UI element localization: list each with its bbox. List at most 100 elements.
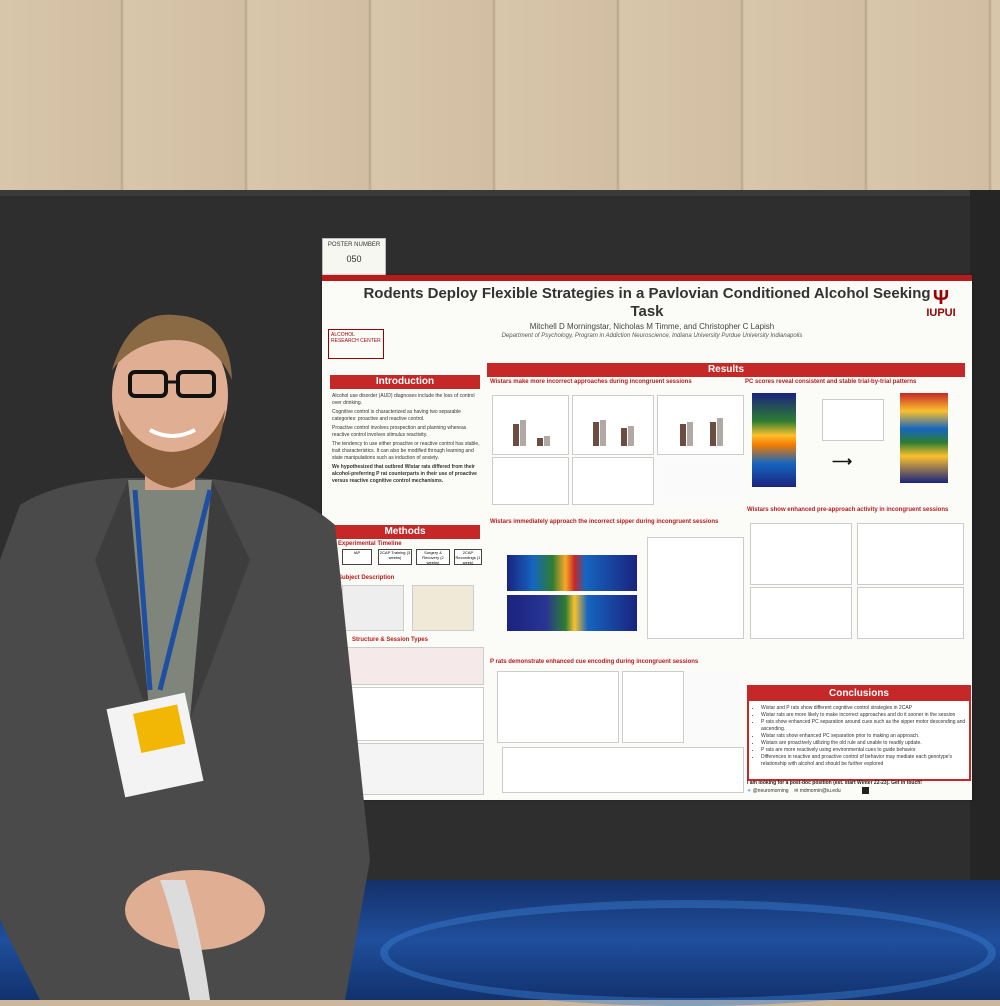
iupui-logo: Ψ IUPUI	[916, 287, 966, 319]
bar-chart-panel	[657, 395, 744, 455]
email-address: mdmornin@iu.edu	[799, 787, 841, 794]
bar-chart-panel	[492, 395, 569, 455]
bar	[600, 420, 606, 446]
methods-subject-label: Subject Description	[338, 575, 395, 581]
methods-timeline-label: Experimental Timeline	[338, 541, 402, 547]
introduction-text: Alcohol use disorder (AUD) diagnoses inc…	[332, 393, 480, 487]
figure-caption	[657, 457, 742, 503]
timeline-step: IAP	[342, 549, 372, 565]
pre-approach-chart	[857, 523, 964, 585]
conclusion-item: Differences in reactive and proactive co…	[761, 754, 969, 768]
bar	[544, 436, 550, 446]
iupui-logo-text: IUPUI	[926, 307, 956, 319]
intro-bullet: Alcohol use disorder (AUD) diagnoses inc…	[332, 393, 475, 406]
poster-board-edge	[970, 190, 1000, 890]
line-chart-panel	[572, 457, 654, 505]
bar	[520, 420, 526, 446]
glasses-left	[128, 370, 168, 398]
methods-structure-label: Structure & Session Types	[352, 637, 428, 643]
hands	[125, 870, 265, 950]
alcohol-research-center-logo: ALCOHOL RESEARCH CENTER	[328, 329, 384, 359]
results-heading: Wistars immediately approach the incorre…	[490, 519, 719, 525]
bar	[537, 438, 543, 446]
pc-distance-heatmap	[900, 393, 948, 483]
conclusions-box: Conclusions Wistar and P rats show diffe…	[747, 685, 971, 781]
poster-title: Rodents Deploy Flexible Strategies in a …	[363, 285, 931, 320]
session-structure-diagram	[342, 647, 484, 685]
poster-number-label: POSTER NUMBER	[327, 242, 381, 248]
rat-illustration	[412, 585, 474, 631]
poster-department: Department of Psychology, Program in Add…	[501, 333, 803, 339]
results-header: Results	[487, 363, 965, 377]
pre-approach-chart	[750, 523, 852, 585]
conclusion-item: P rats show enhanced PC separation aroun…	[761, 719, 969, 733]
subject-diagram	[342, 585, 404, 631]
bar	[593, 422, 599, 446]
bar	[628, 426, 634, 446]
poster-number-value: 050	[346, 254, 362, 264]
methods-header: Methods	[330, 525, 480, 539]
heatmap-incongruent	[507, 595, 637, 631]
session-types-diagram	[342, 687, 484, 741]
results-heading: Wistars show enhanced pre-approach activ…	[747, 507, 949, 513]
approach-likelihood-chart	[647, 537, 744, 639]
timeline-step: Surgery & Recovery (2 weeks)	[416, 549, 450, 565]
intro-bullet: Proactive control involves prospection a…	[332, 425, 467, 438]
conclusion-item: Wistar rats are more likely to make inco…	[761, 712, 969, 719]
bar	[621, 428, 627, 446]
lapel-left	[95, 480, 150, 720]
bar	[717, 418, 723, 446]
bar	[710, 422, 716, 446]
glasses-right	[176, 370, 216, 398]
distance-chart	[750, 587, 852, 639]
results-heading: Wistars make more incorrect approaches d…	[490, 379, 692, 385]
smile	[149, 428, 196, 438]
trace-chart	[502, 747, 744, 793]
poster-authors: Mitchell D Morningstar, Nicholas M Timme…	[529, 322, 775, 331]
head	[112, 323, 228, 467]
bar	[513, 424, 519, 446]
beard	[118, 410, 225, 488]
pca-chart	[622, 671, 684, 743]
lapel-right	[190, 480, 250, 720]
twitter-icon: ✦	[747, 787, 752, 794]
badge-color-stripe	[133, 704, 186, 754]
figure-caption	[687, 671, 742, 741]
trident-icon: Ψ	[932, 287, 950, 309]
timeline-step: 2CAP Training (3 weeks)	[378, 549, 412, 565]
twitter-handle: @neuromorning	[752, 787, 789, 794]
cloth	[160, 880, 210, 1000]
postdoc-notice: I am looking for a post-doc position (es…	[747, 780, 922, 786]
conclusion-item: Wistar rats show enhanced PC separation …	[761, 733, 969, 740]
research-poster: Rodents Deploy Flexible Strategies in a …	[322, 275, 972, 800]
line-chart-panel	[492, 457, 569, 505]
conclusions-list: Wistar and P rats show different cogniti…	[749, 705, 969, 768]
conclusion-item: Wistar and P rats show different cogniti…	[761, 705, 969, 712]
contact-line: ✦ @neuromorning ✉ mdmornin@iu.edu	[747, 787, 967, 794]
pc-score-heatmap	[752, 393, 796, 487]
qr-code-icon	[862, 787, 870, 794]
intro-hypothesis: We hypothesized that outbred Wistar rats…	[332, 464, 477, 484]
hair	[112, 314, 232, 380]
distance-chart	[857, 587, 964, 639]
conclusion-item: Wistars are proactively utilizing the ol…	[761, 740, 969, 747]
conclusions-header: Conclusions	[749, 687, 969, 701]
results-heading: P rats demonstrate enhanced cue encoding…	[490, 659, 699, 665]
email-icon: ✉	[794, 787, 799, 794]
bar-chart-panel	[572, 395, 654, 455]
results-heading: PC scores reveal consistent and stable t…	[745, 379, 917, 385]
cue-encoding-chart	[497, 671, 619, 743]
arrow-icon: ⟶	[832, 453, 853, 469]
carpet-pattern	[380, 900, 996, 1006]
conclusion-item: P rats are more reactively using environ…	[761, 747, 969, 754]
intro-bullet: Cognitive control is characterized as ha…	[332, 409, 461, 422]
heatmap-congruent	[507, 555, 637, 591]
poster-top-stripe	[322, 275, 972, 281]
timeline-step: 2CAP Recordings (1 week)	[454, 549, 482, 565]
presenter-person	[0, 314, 370, 1000]
lanyard	[132, 489, 213, 691]
3d-grid-plot	[822, 399, 884, 441]
bar	[687, 422, 693, 446]
introduction-header: Introduction	[330, 375, 480, 389]
bar	[680, 424, 686, 446]
